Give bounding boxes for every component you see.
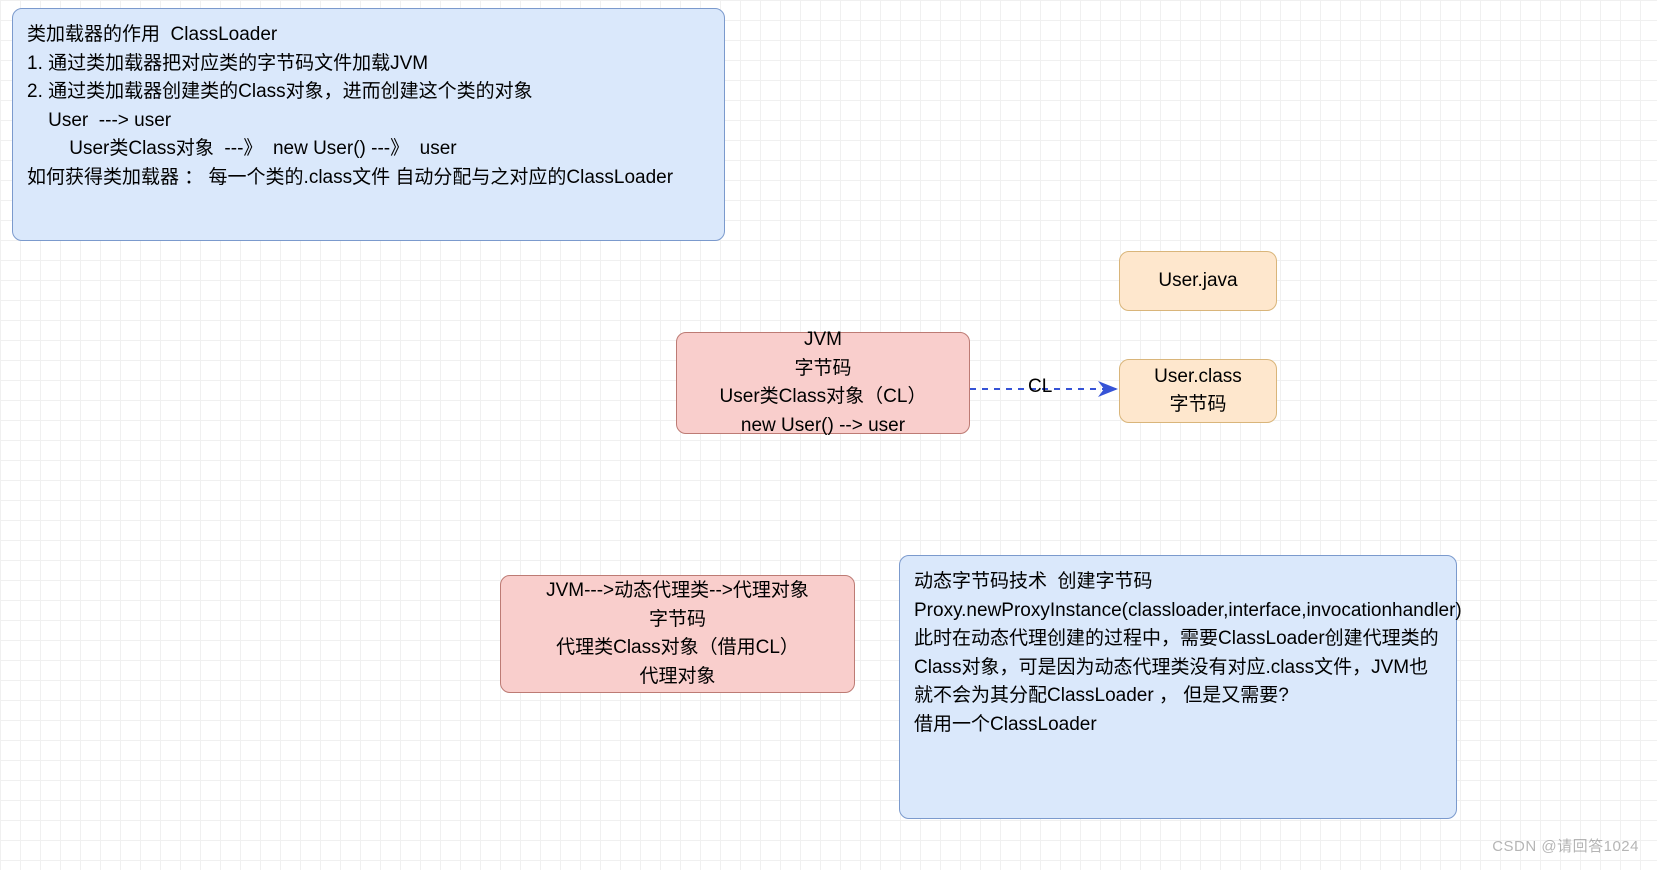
user-java-node: User.java [1119, 251, 1277, 311]
jvm-node: JVM 字节码 User类Class对象（CL） new User() --> … [676, 332, 970, 434]
text-line: 字节码 [794, 355, 851, 384]
text-line: 动态字节码技术 创建字节码 [914, 568, 1442, 597]
user-class-node: User.class 字节码 [1119, 359, 1277, 423]
text-line: 1. 通过类加载器把对应类的字节码文件加载JVM [27, 50, 710, 79]
text-line: 代理类Class对象（借用CL） [556, 634, 799, 663]
text-line: JVM--->动态代理类-->代理对象 [546, 577, 809, 606]
text-line: 借用一个ClassLoader [914, 711, 1442, 740]
text-line: User类Class对象 ---》 new User() ---》 user [27, 135, 710, 164]
text-line: 字节码 [649, 606, 706, 635]
text-line: new User() --> user [741, 412, 905, 441]
classloader-description-box: 类加载器的作用 ClassLoader 1. 通过类加载器把对应类的字节码文件加… [12, 8, 725, 241]
text-line: User ---> user [27, 107, 710, 136]
text-line: 如何获得类加载器 ： 每一个类的.class文件 自动分配与之对应的ClassL… [27, 164, 710, 193]
text-line: Proxy.newProxyInstance(classloader,inter… [914, 597, 1442, 626]
text-line: 代理对象 [639, 663, 715, 692]
text-line: JVM [804, 326, 842, 355]
text-line: 类加载器的作用 ClassLoader [27, 21, 710, 50]
text-line: 此时在动态代理创建的过程中，需要ClassLoader创建代理类的Class对象… [914, 625, 1442, 711]
text-line: User.class [1154, 363, 1242, 392]
cl-edge-label: CL [1024, 376, 1056, 398]
text-line: 字节码 [1169, 391, 1226, 420]
watermark: CSDN @请回答1024 [1492, 835, 1639, 856]
text-line: User.java [1158, 267, 1237, 296]
text-line: User类Class对象（CL） [720, 383, 927, 412]
proxy-jvm-node: JVM--->动态代理类-->代理对象 字节码 代理类Class对象（借用CL）… [500, 575, 855, 693]
text-line: 2. 通过类加载器创建类的Class对象，进而创建这个类的对象 [27, 78, 710, 107]
dynamic-proxy-description-box: 动态字节码技术 创建字节码 Proxy.newProxyInstance(cla… [899, 555, 1457, 819]
